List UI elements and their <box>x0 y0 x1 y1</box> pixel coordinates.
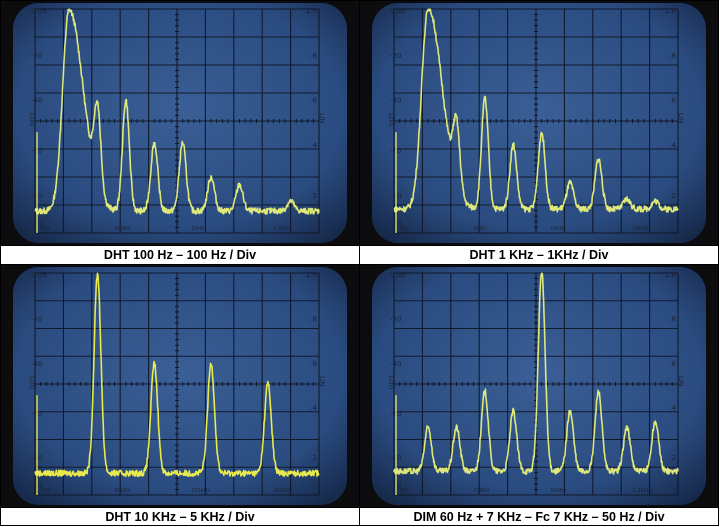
lin-scale-label: .4 <box>310 141 317 149</box>
frequency-label: 250kHz <box>274 488 293 494</box>
frequency-label: 0Hz <box>41 488 51 494</box>
scope-screen-2: 0 dB-20-40-60-80-901.0.8.6.4.2LOGLIN0Hz5… <box>372 3 706 243</box>
db-scale-label: -40 <box>390 360 401 368</box>
crt-screen <box>13 3 347 243</box>
spectrum-trace <box>393 272 679 475</box>
lin-scale-label: .8 <box>310 52 317 60</box>
frequency-label: 10kHz <box>550 226 566 232</box>
lin-scale-label: 1.0 <box>306 271 317 279</box>
frequency-label: 100kHz <box>191 488 210 494</box>
spectrum-trace <box>393 8 679 213</box>
caption-panel-2: DHT 1 KHz – 1KHz / Div <box>469 248 609 262</box>
lin-scale-label: 1.0 <box>665 7 676 15</box>
lin-scale-label: .6 <box>669 97 676 105</box>
crt-screen <box>372 267 706 505</box>
db-scale-label: 0 dB <box>390 271 406 279</box>
log-side-label: LOG <box>387 376 395 390</box>
lin-side-label: LIN <box>677 113 685 124</box>
caption-panel-4: DIM 60 Hz + 7 KHz – Fc 7 KHz – 50 Hz / D… <box>413 510 665 524</box>
frequency-label: 25kHz <box>633 226 649 232</box>
lin-scale-label: .6 <box>669 360 676 368</box>
frequency-label: 1.25kHz <box>633 488 654 494</box>
db-scale-label: 0 dB <box>390 7 406 15</box>
db-scale-label: -40 <box>31 360 42 368</box>
crt-screen <box>372 3 706 243</box>
db-scale-label: -20 <box>31 52 42 60</box>
log-side-label: LOG <box>28 376 36 390</box>
spectrum-trace <box>34 8 320 215</box>
lin-scale-label: .2 <box>310 454 317 462</box>
scope-screen-1: 0 dB-20-40-60-80-901.0.8.6.4.2LOGLIN0Hz5… <box>13 3 347 243</box>
db-scale-label: -20 <box>390 52 401 60</box>
log-side-label: LOG <box>28 113 36 127</box>
log-side-label: LOG <box>387 113 395 127</box>
frequency-label: 1kHz <box>191 226 204 232</box>
lin-scale-label: .8 <box>669 52 676 60</box>
lin-scale-label: .8 <box>669 315 676 323</box>
lin-scale-label: 1.0 <box>665 271 676 279</box>
frequency-label: 0Hz <box>400 488 410 494</box>
lin-scale-label: .6 <box>310 360 317 368</box>
lin-scale-label: .4 <box>669 404 676 412</box>
lin-side-label: LIN <box>318 376 326 387</box>
db-scale-label: -40 <box>390 97 401 105</box>
lin-scale-label: 1.0 <box>306 7 317 15</box>
panel-1-frame: 0 dB-20-40-60-80-901.0.8.6.4.2LOGLIN0Hz5… <box>1 1 359 245</box>
panel-4-frame: 0 dB-20-40-60-80-901.0.8.6.4.2LOGLIN0Hz2… <box>360 265 718 507</box>
frequency-label: 50kHz <box>115 488 131 494</box>
row-divider <box>0 245 719 246</box>
crt-screen <box>13 267 347 505</box>
frequency-label: 0Hz <box>400 226 410 232</box>
frequency-label: 0Hz <box>41 226 51 232</box>
frequency-label: 250Hz <box>474 488 490 494</box>
db-scale-label: -40 <box>31 97 42 105</box>
frequency-label: 5kHz <box>474 226 487 232</box>
graticule <box>393 8 679 234</box>
db-scale-label: -20 <box>390 315 401 323</box>
db-scale-label: 0 dB <box>31 271 47 279</box>
caption-panel-1: DHT 100 Hz – 100 Hz / Div <box>103 248 257 262</box>
column-divider <box>359 0 360 526</box>
row-divider <box>0 507 719 508</box>
panel-3-frame: 0 dB-20-40-60-80-901.0.8.6.4.2LOGLIN0Hz5… <box>1 265 359 507</box>
db-scale-label: -20 <box>31 315 42 323</box>
lin-scale-label: .2 <box>310 192 317 200</box>
lin-scale-label: .8 <box>310 315 317 323</box>
frequency-label: 500Hz <box>115 226 131 232</box>
row-divider <box>0 264 719 265</box>
lin-side-label: LIN <box>318 113 326 124</box>
spectrum-trace <box>34 272 320 477</box>
lin-scale-label: .6 <box>310 97 317 105</box>
lin-side-label: LIN <box>677 376 685 387</box>
caption-panel-3: DHT 10 KHz – 5 KHz / Div <box>105 510 255 524</box>
lin-scale-label: .4 <box>669 141 676 149</box>
panel-2-frame: 0 dB-20-40-60-80-901.0.8.6.4.2LOGLIN0Hz5… <box>360 1 718 245</box>
frequency-label: 500Hz <box>550 488 566 494</box>
scope-screen-3: 0 dB-20-40-60-80-901.0.8.6.4.2LOGLIN0Hz5… <box>13 267 347 505</box>
frequency-label: 2.5kHz <box>274 226 292 232</box>
graticule <box>34 272 320 496</box>
lin-scale-label: .2 <box>669 192 676 200</box>
lin-scale-label: .4 <box>310 404 317 412</box>
lin-scale-label: .2 <box>669 454 676 462</box>
db-scale-label: 0 dB <box>31 7 47 15</box>
scope-screen-4: 0 dB-20-40-60-80-901.0.8.6.4.2LOGLIN0Hz2… <box>372 267 706 505</box>
